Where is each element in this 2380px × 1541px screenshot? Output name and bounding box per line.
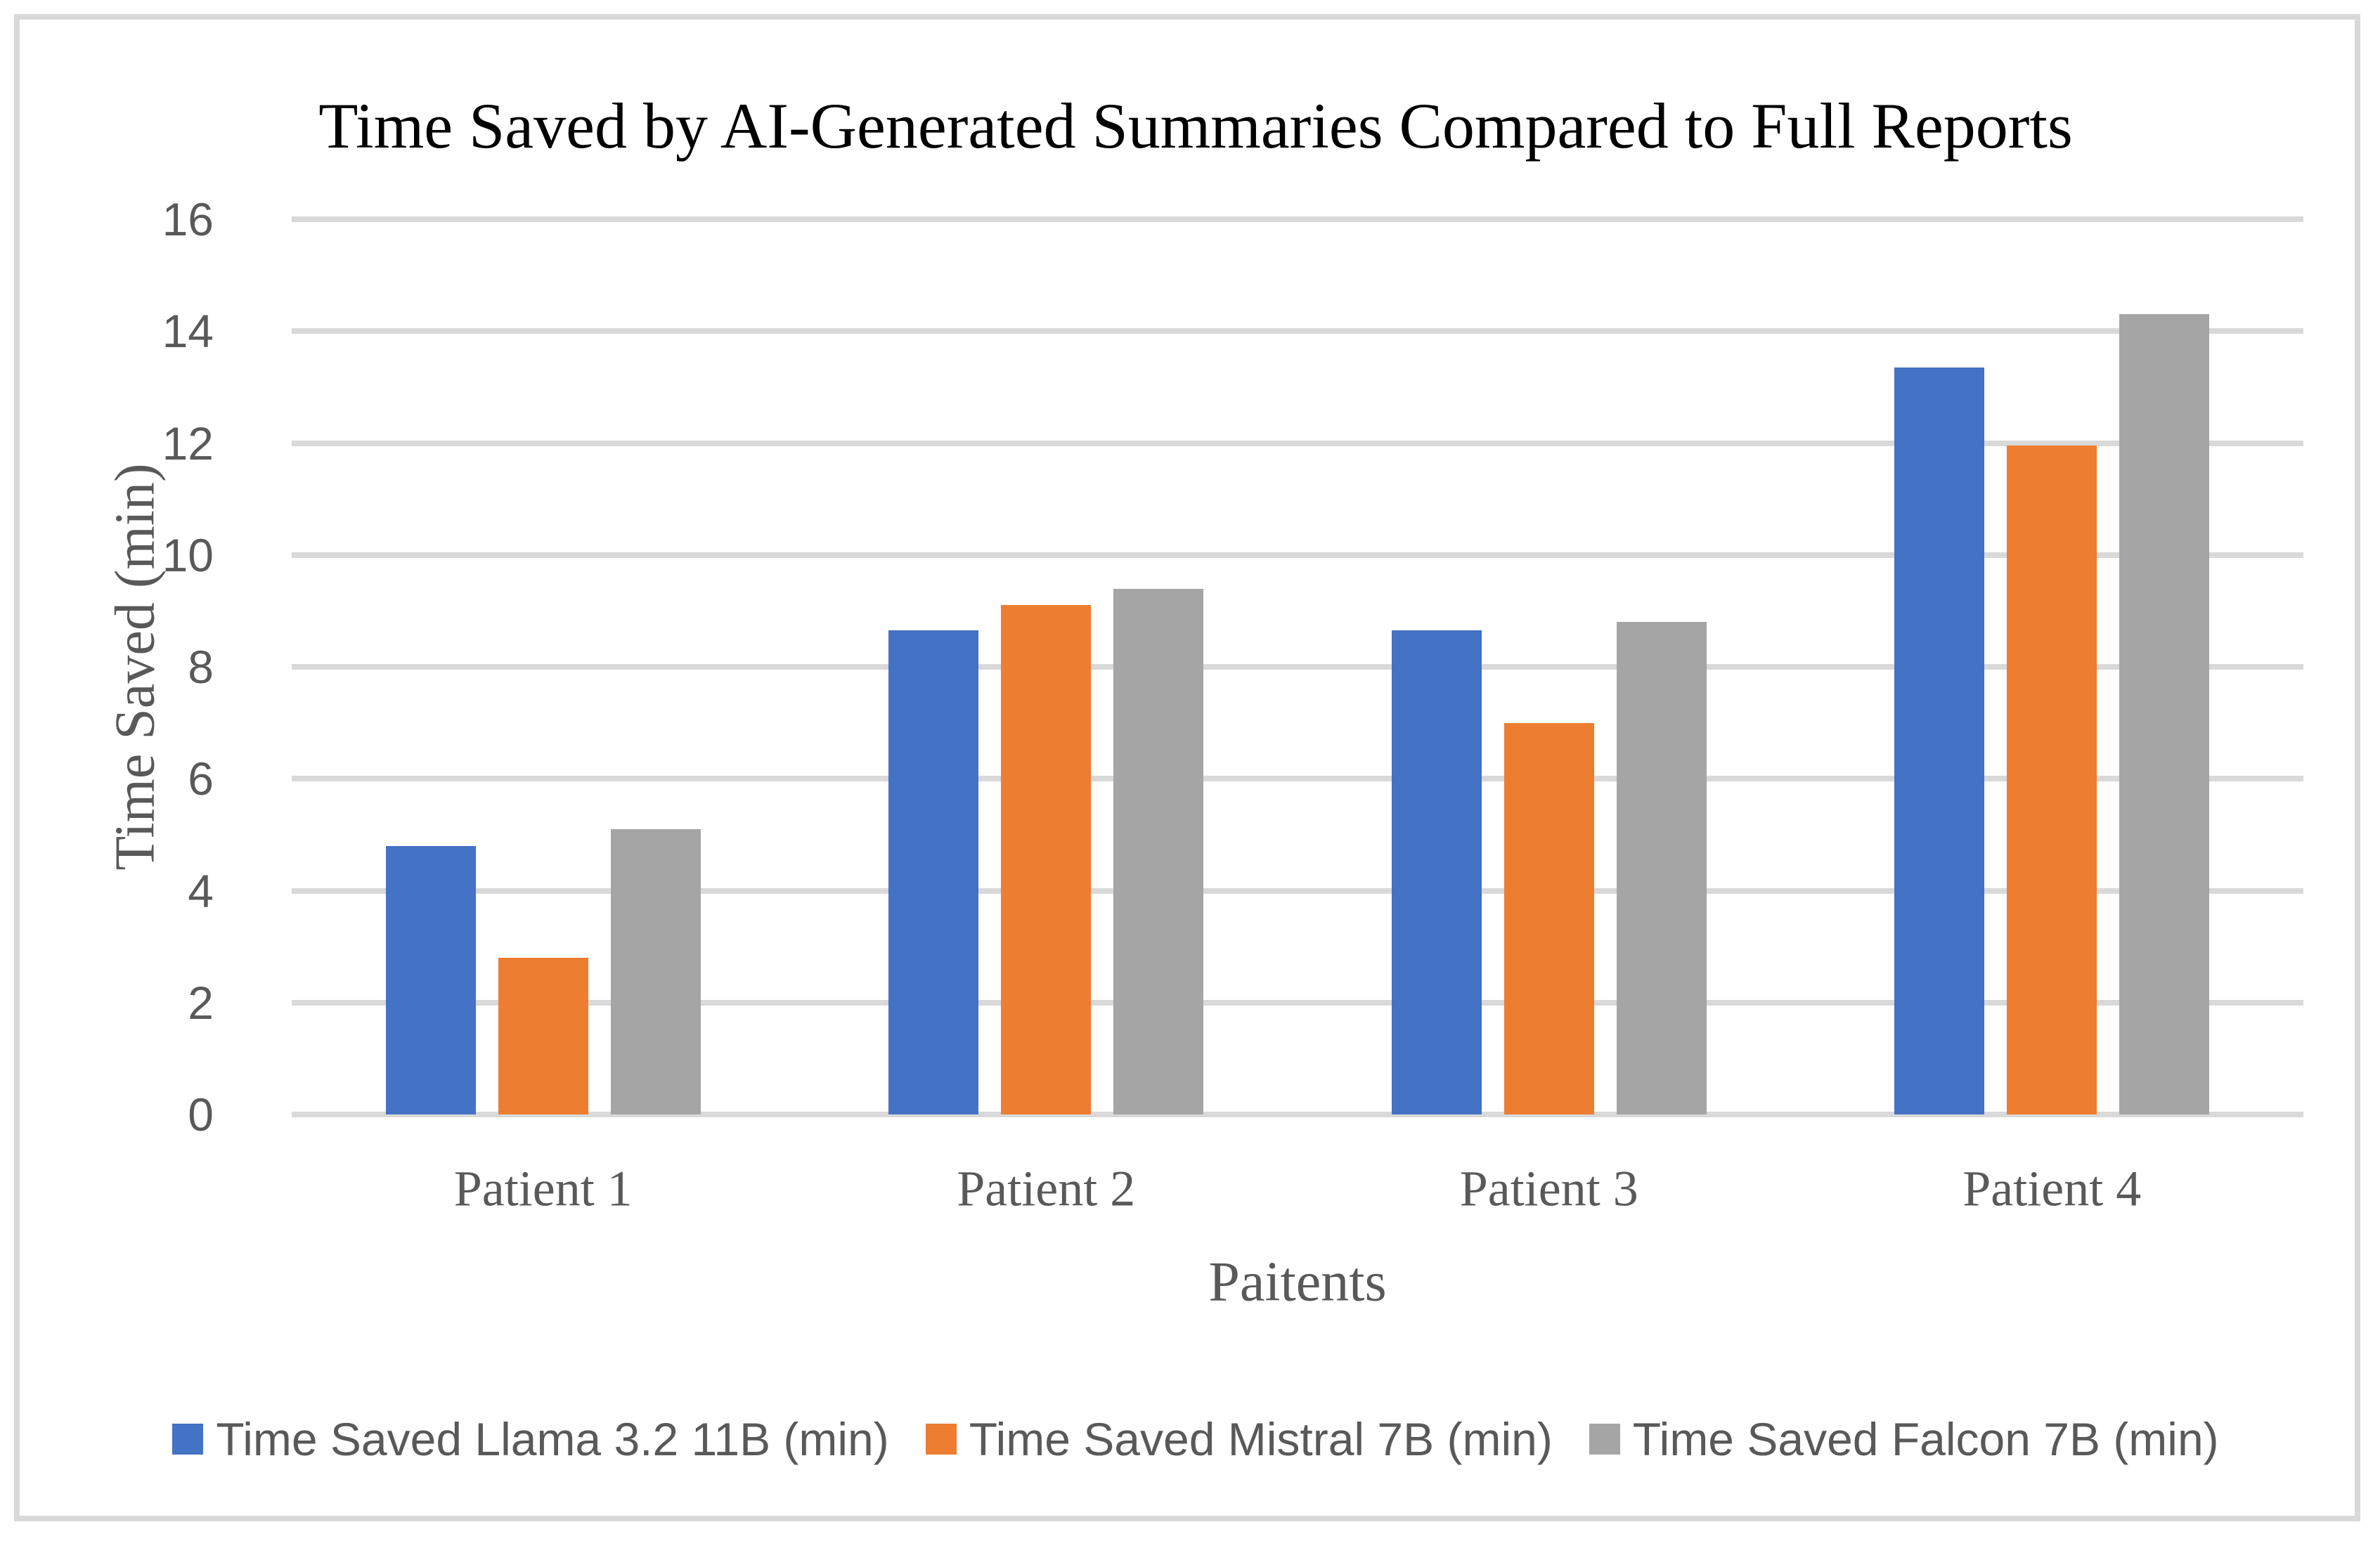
bar-patient-2-series-3 <box>1113 588 1204 1114</box>
gridline <box>292 328 2303 334</box>
legend-item-1: Time Saved Llama 3.2 11B (min) <box>172 1412 889 1466</box>
x-tick-label: Patient 1 <box>453 1160 633 1217</box>
bar-patient-2-series-2 <box>1001 605 1092 1114</box>
y-tick-label: 8 <box>188 641 214 693</box>
legend-swatch-icon <box>172 1424 204 1455</box>
legend-label: Time Saved Mistral 7B (min) <box>969 1413 1553 1465</box>
gridline <box>292 887 2303 894</box>
gridline <box>292 1112 2303 1117</box>
plot-area <box>292 216 2303 1117</box>
y-tick-label: 10 <box>162 528 214 581</box>
bar-patient-1-series-1 <box>385 845 476 1114</box>
legend-swatch-icon <box>1589 1424 1620 1455</box>
bar-patient-4-series-2 <box>2007 446 2097 1114</box>
y-tick-label: 0 <box>188 1088 214 1140</box>
legend: Time Saved Llama 3.2 11B (min) Time Saved… <box>6 1412 2380 1466</box>
y-tick-label: 12 <box>162 417 214 469</box>
bar-patient-4-series-3 <box>2119 314 2210 1114</box>
gridline <box>292 552 2303 558</box>
y-tick-label: 14 <box>162 305 214 358</box>
bar-patient-3-series-3 <box>1616 622 1707 1114</box>
gridline <box>292 776 2303 782</box>
x-axis-title: Paitents <box>1208 1251 1387 1313</box>
bar-patient-2-series-1 <box>888 630 979 1114</box>
bar-patient-4-series-1 <box>1894 368 1985 1114</box>
x-tick-label: Patient 4 <box>1962 1160 2142 1217</box>
gridline <box>292 999 2303 1006</box>
chart-figure: Time Saved by AI-Generated Summaries Com… <box>14 14 2360 1521</box>
bar-patient-3-series-2 <box>1503 722 1594 1114</box>
chart-title: Time Saved by AI-Generated Summaries Com… <box>318 90 2073 162</box>
legend-swatch-icon <box>925 1424 957 1455</box>
bar-patient-3-series-1 <box>1391 630 1482 1114</box>
y-tick-label: 6 <box>188 753 214 805</box>
legend-item-3: Time Saved Falcon 7B (min) <box>1589 1412 2219 1466</box>
gridline <box>292 216 2303 222</box>
gridline <box>292 440 2303 446</box>
legend-item-2: Time Saved Mistral 7B (min) <box>925 1412 1553 1466</box>
bar-patient-1-series-2 <box>498 958 588 1114</box>
y-tick-label: 16 <box>162 193 214 245</box>
y-tick-label: 2 <box>188 976 214 1029</box>
x-tick-label: Patient 3 <box>1459 1160 1638 1217</box>
legend-label: Time Saved Falcon 7B (min) <box>1632 1413 2219 1465</box>
bar-patient-1-series-3 <box>610 828 701 1114</box>
legend-label: Time Saved Llama 3.2 11B (min) <box>216 1413 889 1465</box>
gridline <box>292 664 2303 670</box>
x-tick-label: Patient 2 <box>957 1160 1136 1217</box>
y-axis-title: Time Saved (min) <box>104 463 167 871</box>
y-tick-label: 4 <box>188 864 214 917</box>
